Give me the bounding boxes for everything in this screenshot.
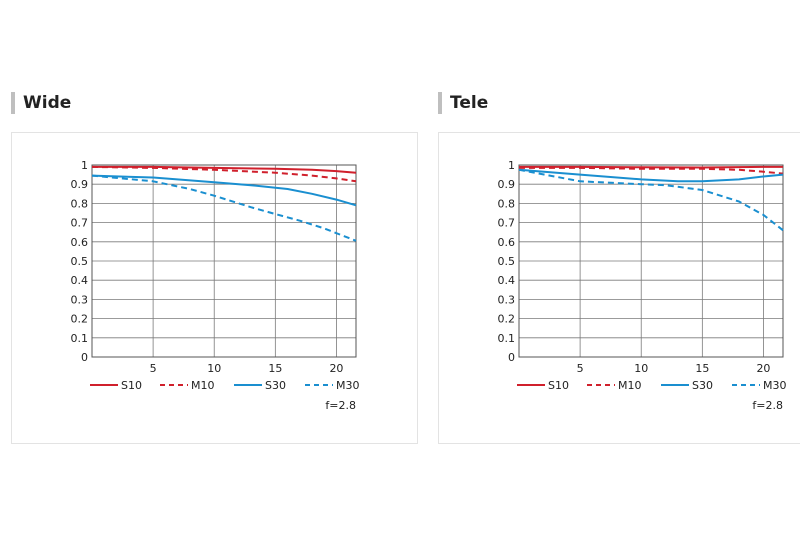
y-tick-label: 0.4 — [498, 274, 516, 287]
y-tick-label: 0.3 — [71, 293, 89, 306]
x-tick-label: 5 — [577, 362, 584, 375]
series-line-s30 — [91, 174, 357, 207]
aperture-annotation: f=2.8 — [325, 399, 356, 412]
legend-label-m30: M30 — [336, 379, 360, 392]
plot-frame — [91, 164, 357, 358]
y-tick-label: 0 — [81, 351, 88, 364]
legend-label-m10: M10 — [191, 379, 215, 392]
series-line-m10 — [91, 165, 357, 183]
x-tick-label: 5 — [150, 362, 157, 375]
y-tick-label: 0.5 — [71, 255, 89, 268]
y-tick-label: 0.7 — [498, 217, 516, 230]
x-tick-label: 15 — [268, 362, 282, 375]
y-tick-label: 0.3 — [498, 293, 516, 306]
panel-title-wide: Wide — [11, 92, 71, 114]
y-tick-label: 0.9 — [71, 178, 89, 191]
legend-label-s30: S30 — [265, 379, 286, 392]
series-line-m10 — [519, 166, 784, 175]
y-tick-label: 1 — [81, 159, 88, 172]
series-line-s30 — [518, 168, 784, 183]
chart-title: Wide — [23, 93, 72, 113]
y-tick-label: 0.6 — [71, 236, 89, 249]
chart-container-wide: 0 0.1 0.2 0.3 0.4 0.5 0.6 0.7 0.8 0.9 1 5 10 15 20 S10 M… — [11, 132, 418, 444]
x-tick-label: 20 — [329, 362, 343, 375]
y-tick-label: 0.8 — [71, 197, 89, 210]
series-line-m30 — [518, 168, 784, 232]
y-tick-label: 0.2 — [498, 313, 516, 326]
y-tick-label: 0.2 — [71, 313, 89, 326]
panel-title-tele: Tele — [438, 92, 488, 114]
y-tick-label: 0.4 — [71, 274, 89, 287]
y-tick-label: 0.9 — [498, 178, 516, 191]
x-tick-label: 20 — [756, 362, 770, 375]
y-tick-label: 0.1 — [71, 332, 89, 345]
y-tick-label: 0.8 — [498, 197, 516, 210]
y-tick-label: 0.6 — [498, 236, 516, 249]
series-line-s10 — [519, 165, 783, 169]
legend-label-m30: M30 — [763, 379, 787, 392]
x-tick-label: 15 — [695, 362, 709, 375]
legend-label-s30: S30 — [692, 379, 713, 392]
title-accent-bar — [438, 92, 442, 114]
legend-label-s10: S10 — [548, 379, 569, 392]
legend-label-s10: S10 — [121, 379, 142, 392]
y-tick-label: 0.7 — [71, 217, 89, 230]
aperture-annotation: f=2.8 — [752, 399, 783, 412]
chart-container-tele: 0 0.1 0.2 0.3 0.4 0.5 0.6 0.7 0.8 0.9 1 5 10 15 20 S10 M… — [438, 132, 800, 444]
y-tick-label: 0 — [508, 351, 515, 364]
title-accent-bar — [11, 92, 15, 114]
plot-frame — [518, 164, 784, 358]
y-tick-label: 1 — [508, 159, 515, 172]
y-tick-label: 0.5 — [498, 255, 516, 268]
x-tick-label: 10 — [207, 362, 221, 375]
series-line-m30 — [91, 174, 357, 242]
legend-label-m10: M10 — [618, 379, 642, 392]
chart-title: Tele — [450, 93, 489, 113]
y-tick-label: 0.1 — [498, 332, 516, 345]
x-tick-label: 10 — [634, 362, 648, 375]
